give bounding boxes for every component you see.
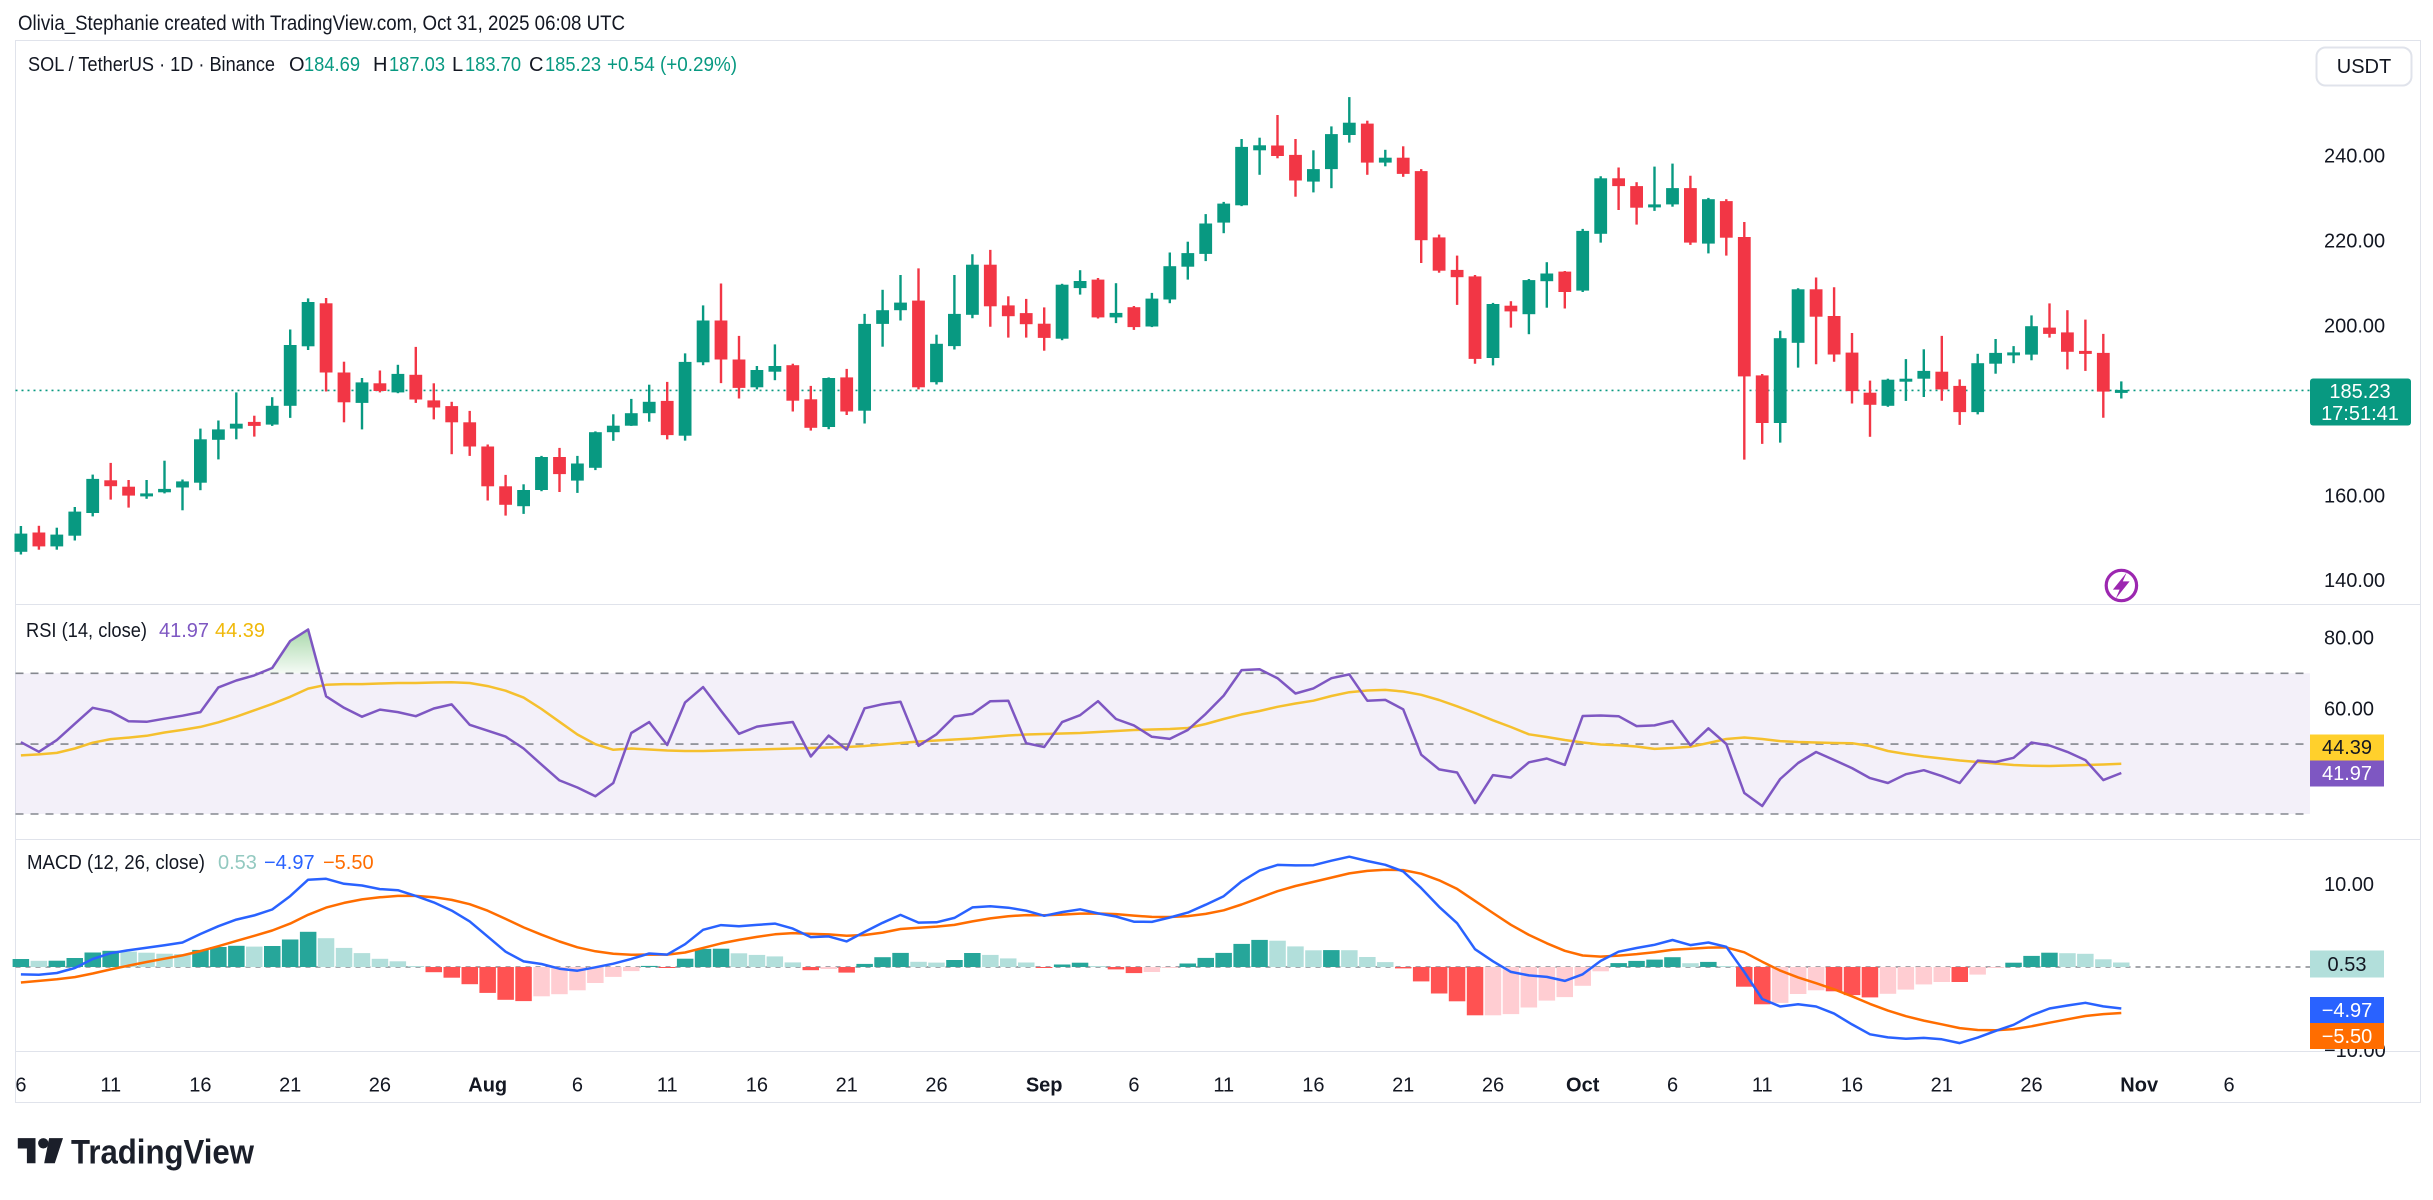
svg-text:6: 6 xyxy=(15,1075,26,1097)
svg-text:220.00: 220.00 xyxy=(2324,231,2385,253)
svg-text:Oct: Oct xyxy=(1566,1075,1600,1097)
svg-text:6: 6 xyxy=(1667,1075,1678,1097)
svg-text:L: L xyxy=(452,54,463,76)
svg-text:−4.97: −4.97 xyxy=(2322,1000,2373,1022)
svg-text:183.70: 183.70 xyxy=(465,54,521,76)
svg-text:26: 26 xyxy=(1482,1075,1504,1097)
svg-text:41.97: 41.97 xyxy=(2322,763,2372,785)
svg-text:26: 26 xyxy=(369,1075,391,1097)
svg-text:+0.54 (+0.29%): +0.54 (+0.29%) xyxy=(607,54,737,76)
svg-text:184.69: 184.69 xyxy=(304,54,360,76)
svg-text:11: 11 xyxy=(657,1075,678,1097)
svg-text:USDT: USDT xyxy=(2337,56,2391,78)
svg-text:41.97: 41.97 xyxy=(159,620,209,642)
svg-text:26: 26 xyxy=(925,1075,947,1097)
svg-text:16: 16 xyxy=(746,1075,768,1097)
svg-text:26: 26 xyxy=(2020,1075,2042,1097)
svg-text:SOL / TetherUS · 1D · Binance: SOL / TetherUS · 1D · Binance xyxy=(28,54,275,76)
svg-text:160.00: 160.00 xyxy=(2324,485,2385,507)
svg-text:6: 6 xyxy=(572,1075,583,1097)
svg-text:80.00: 80.00 xyxy=(2324,627,2374,649)
svg-text:16: 16 xyxy=(1841,1075,1863,1097)
svg-text:−5.50: −5.50 xyxy=(2322,1026,2373,1048)
svg-text:16: 16 xyxy=(1302,1075,1324,1097)
svg-text:44.39: 44.39 xyxy=(2322,737,2372,759)
svg-text:MACD (12, 26, close): MACD (12, 26, close) xyxy=(27,852,205,874)
svg-text:Sep: Sep xyxy=(1026,1075,1063,1097)
svg-text:11: 11 xyxy=(1213,1075,1234,1097)
svg-text:Nov: Nov xyxy=(2120,1075,2159,1097)
svg-text:0.53: 0.53 xyxy=(2328,954,2367,976)
svg-text:21: 21 xyxy=(836,1075,858,1097)
svg-text:10.00: 10.00 xyxy=(2324,874,2374,896)
svg-text:Olivia_Stephanie created with: Olivia_Stephanie created with TradingVie… xyxy=(18,12,625,35)
svg-text:−5.50: −5.50 xyxy=(323,852,374,874)
svg-text:RSI (14, close): RSI (14, close) xyxy=(26,620,147,642)
svg-text:44.39: 44.39 xyxy=(215,620,265,642)
svg-text:11: 11 xyxy=(1752,1075,1773,1097)
svg-text:−4.97: −4.97 xyxy=(264,852,315,874)
svg-text:0.53: 0.53 xyxy=(218,852,257,874)
svg-text:140.00: 140.00 xyxy=(2324,570,2385,592)
svg-text:16: 16 xyxy=(189,1075,211,1097)
svg-text:21: 21 xyxy=(279,1075,301,1097)
svg-text:187.03: 187.03 xyxy=(389,54,445,76)
svg-text:Aug: Aug xyxy=(468,1075,507,1097)
svg-text:C: C xyxy=(529,54,543,76)
svg-text:11: 11 xyxy=(100,1075,121,1097)
svg-text:6: 6 xyxy=(2223,1075,2234,1097)
svg-text:O: O xyxy=(289,54,305,76)
svg-text:185.23: 185.23 xyxy=(545,54,601,76)
svg-text:60.00: 60.00 xyxy=(2324,699,2374,721)
svg-text:21: 21 xyxy=(1931,1075,1953,1097)
svg-text:H: H xyxy=(373,54,387,76)
svg-text:240.00: 240.00 xyxy=(2324,146,2385,168)
svg-text:TradingView: TradingView xyxy=(71,1134,255,1172)
svg-text:21: 21 xyxy=(1392,1075,1414,1097)
svg-text:185.23: 185.23 xyxy=(2329,381,2390,403)
svg-text:17:51:41: 17:51:41 xyxy=(2321,403,2399,425)
svg-text:6: 6 xyxy=(1128,1075,1139,1097)
svg-text:200.00: 200.00 xyxy=(2324,316,2385,338)
